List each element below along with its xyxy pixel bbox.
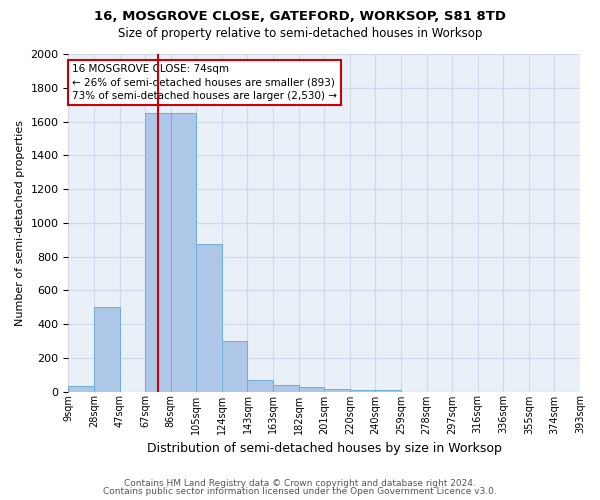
Bar bbox=[299, 388, 324, 392]
Bar bbox=[247, 380, 273, 392]
Y-axis label: Number of semi-detached properties: Number of semi-detached properties bbox=[15, 120, 25, 326]
Text: 16 MOSGROVE CLOSE: 74sqm
← 26% of semi-detached houses are smaller (893)
73% of : 16 MOSGROVE CLOSE: 74sqm ← 26% of semi-d… bbox=[72, 64, 337, 100]
Bar bbox=[350, 390, 376, 392]
Bar bbox=[145, 113, 171, 392]
Bar bbox=[94, 307, 119, 392]
Text: Contains public sector information licensed under the Open Government Licence v3: Contains public sector information licen… bbox=[103, 487, 497, 496]
Bar bbox=[196, 244, 222, 392]
Bar bbox=[273, 385, 299, 392]
X-axis label: Distribution of semi-detached houses by size in Worksop: Distribution of semi-detached houses by … bbox=[147, 442, 502, 455]
Bar bbox=[222, 341, 247, 392]
Text: Contains HM Land Registry data © Crown copyright and database right 2024.: Contains HM Land Registry data © Crown c… bbox=[124, 478, 476, 488]
Bar bbox=[376, 390, 401, 392]
Bar bbox=[324, 389, 350, 392]
Text: 16, MOSGROVE CLOSE, GATEFORD, WORKSOP, S81 8TD: 16, MOSGROVE CLOSE, GATEFORD, WORKSOP, S… bbox=[94, 10, 506, 23]
Bar bbox=[68, 386, 94, 392]
Text: Size of property relative to semi-detached houses in Worksop: Size of property relative to semi-detach… bbox=[118, 28, 482, 40]
Bar bbox=[171, 113, 196, 392]
